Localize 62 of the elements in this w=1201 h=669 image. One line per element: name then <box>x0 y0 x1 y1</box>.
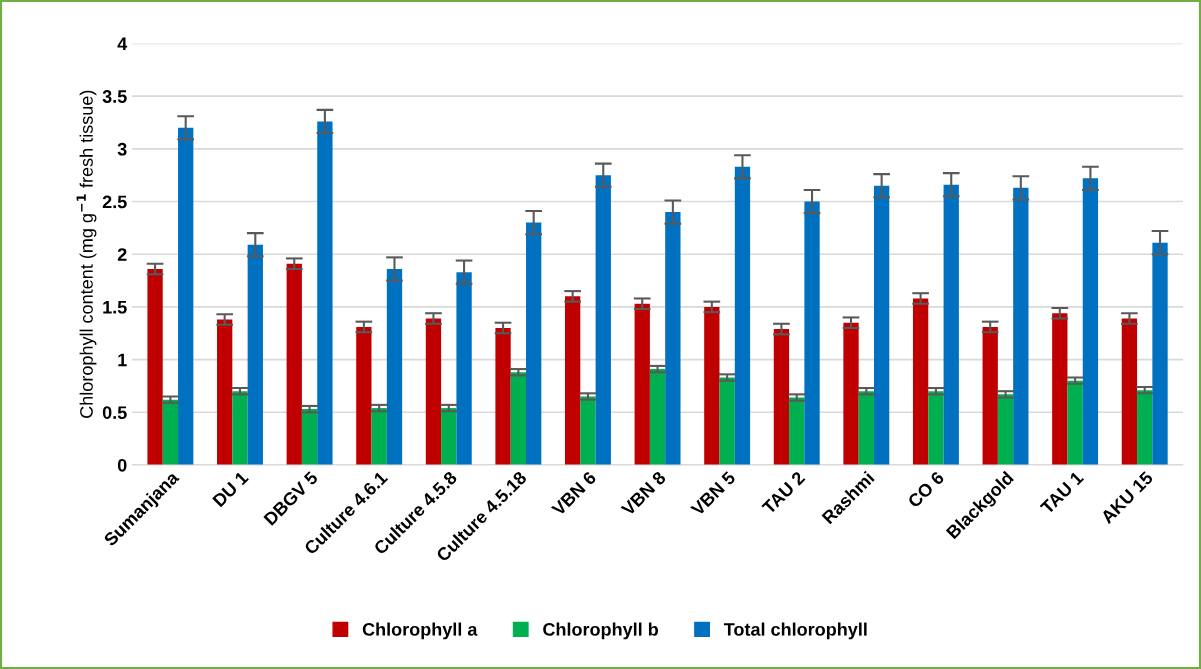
bar <box>217 319 233 465</box>
bar <box>858 391 874 465</box>
bar <box>804 201 820 465</box>
y-tick-label: 4 <box>117 37 128 51</box>
legend-label: Chlorophyll b <box>543 622 658 640</box>
x-tick-label: CO 6 <box>906 470 945 509</box>
bar <box>1013 187 1029 465</box>
x-tick-label: TAU 2 <box>761 470 806 515</box>
bar <box>734 166 751 465</box>
bar <box>773 329 790 465</box>
bar <box>595 175 611 465</box>
y-tick-label: 1 <box>118 353 127 367</box>
bar <box>317 121 333 465</box>
bar <box>982 326 998 465</box>
bar <box>649 369 666 465</box>
bar <box>162 399 179 465</box>
bar <box>456 272 472 465</box>
bar <box>1067 380 1083 465</box>
y-axis-title: Chlorophyll content (mg g$^{−1}$ fresh tissue) <box>76 90 97 418</box>
bar <box>704 306 720 465</box>
bar <box>843 322 859 465</box>
bar <box>286 263 302 465</box>
y-tick-label: 3 <box>117 142 127 156</box>
bar <box>1082 178 1099 465</box>
bar <box>665 212 681 465</box>
bar <box>1137 390 1153 465</box>
legend-label: Total chlorophyll <box>723 622 867 640</box>
bar <box>634 303 650 465</box>
bar <box>386 268 403 465</box>
bar <box>719 377 735 465</box>
bar <box>178 127 194 465</box>
bar <box>997 394 1014 465</box>
bar <box>301 409 318 465</box>
bar <box>356 326 372 465</box>
bar <box>789 397 805 465</box>
y-tick-label: 3.5 <box>102 90 127 103</box>
bar <box>441 408 457 465</box>
legend-label: Chlorophyll a <box>362 622 478 640</box>
y-tick-label: 0.5 <box>102 406 127 419</box>
x-tick-label: DU 1 <box>212 470 249 508</box>
bar <box>873 185 890 465</box>
x-tick-label: TAU 1 <box>1039 470 1085 515</box>
bar <box>495 327 511 465</box>
bar <box>912 298 929 465</box>
bar <box>371 408 387 465</box>
y-tick-label: 2 <box>117 248 127 261</box>
bar <box>247 244 263 465</box>
bar <box>425 318 442 465</box>
bar <box>147 268 163 465</box>
bar <box>928 391 944 465</box>
y-tick-label: 2.5 <box>102 195 127 209</box>
bar <box>580 396 596 465</box>
bar <box>1121 318 1138 465</box>
bar <box>943 184 959 465</box>
y-tick-label: 0 <box>117 458 127 472</box>
bar <box>564 296 581 465</box>
bar <box>1152 242 1168 465</box>
bar <box>510 372 527 465</box>
bar <box>232 391 248 465</box>
bar <box>1052 313 1068 465</box>
bar <box>526 222 542 465</box>
y-tick-label: 1.5 <box>103 301 127 314</box>
